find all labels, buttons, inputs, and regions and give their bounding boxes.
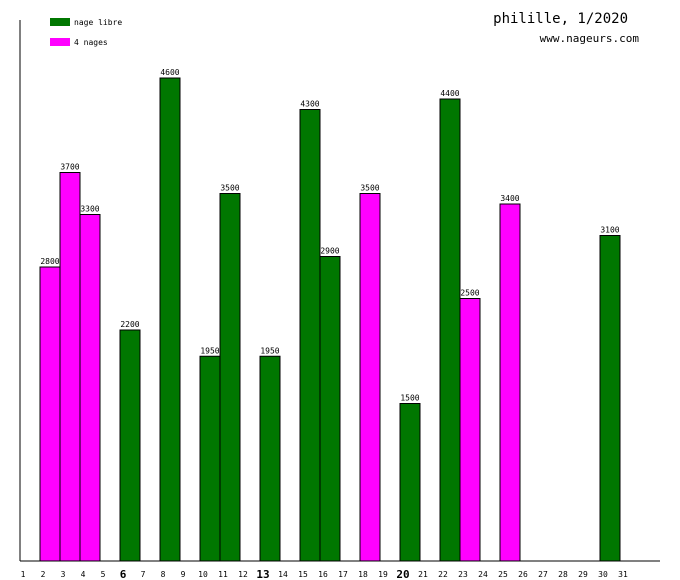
bar-value-label: 2500 (460, 289, 479, 298)
x-tick-label: 28 (558, 570, 568, 579)
bar-value-label: 4400 (440, 89, 459, 98)
bar (319, 256, 341, 562)
bars-layer: 2800 3700 3300 2200 4600 1950 3500 1950 4300 2900… (39, 68, 621, 562)
x-tick-label: 11 (218, 570, 228, 579)
x-tick-label: 21 (418, 570, 428, 579)
bar (159, 77, 181, 562)
bar-value-label: 3700 (60, 163, 79, 172)
bar (39, 266, 61, 562)
bar (59, 172, 81, 562)
x-tick-labels: 1 2 3 4 5 6 7 8 9 10 11 12 13 14 15 16 17 18 19 20 21 22 23 24 2… (21, 568, 628, 580)
bar (439, 98, 461, 562)
bar-value-label: 2200 (120, 320, 139, 329)
legend-swatch-nage-libre (50, 18, 70, 26)
chart-subtitle: www.nageurs.com (540, 32, 640, 45)
bar-value-label: 2800 (40, 257, 59, 266)
legend-label-4-nages: 4 nages (74, 38, 108, 47)
bar (79, 214, 101, 562)
bar (219, 193, 241, 562)
x-tick-label: 15 (298, 570, 308, 579)
bar-value-label: 3300 (80, 205, 99, 214)
x-tick-label: 27 (538, 570, 548, 579)
x-tick-label: 4 (81, 570, 86, 579)
bar-value-label: 3100 (600, 226, 619, 235)
bar-value-label: 1500 (400, 394, 419, 403)
x-tick-label: 14 (278, 570, 288, 579)
bar-value-label: 2900 (320, 247, 339, 256)
bar-value-label: 1950 (200, 346, 219, 355)
x-tick-label: 25 (498, 570, 508, 579)
bar (359, 193, 381, 562)
bar (459, 298, 481, 562)
x-tick-label: 29 (578, 570, 588, 579)
bar (199, 355, 221, 562)
chart-title: philille, 1/2020 (493, 11, 628, 27)
legend: nage libre 4 nages (50, 18, 122, 47)
x-tick-label: 8 (161, 570, 166, 579)
x-tick-label: 12 (238, 570, 248, 579)
x-tick-label: 23 (458, 570, 468, 579)
bar (499, 203, 521, 562)
legend-swatch-4-nages (50, 38, 70, 46)
x-tick-label: 1 (21, 570, 26, 579)
bar-value-label: 4300 (300, 100, 319, 109)
x-tick-label: 31 (618, 570, 628, 579)
bar (119, 329, 141, 562)
bar (399, 403, 421, 562)
bar-value-label: 3500 (360, 184, 379, 193)
x-tick-label: 16 (318, 570, 328, 579)
x-tick-label: 22 (438, 570, 448, 579)
x-tick-label: 17 (338, 570, 348, 579)
bar (259, 355, 281, 562)
x-tick-label: 6 (120, 568, 127, 580)
x-tick-label: 20 (396, 568, 409, 580)
x-tick-label: 18 (358, 570, 368, 579)
x-tick-label: 24 (478, 570, 488, 579)
x-tick-label: 7 (141, 570, 146, 579)
x-tick-label: 13 (256, 568, 269, 580)
bar-value-label: 1950 (260, 346, 279, 355)
x-tick-label: 30 (598, 570, 608, 579)
x-tick-label: 26 (518, 570, 528, 579)
x-tick-label: 9 (181, 570, 186, 579)
x-tick-label: 5 (101, 570, 106, 579)
x-tick-label: 2 (41, 570, 46, 579)
bar-value-label: 4600 (160, 68, 179, 77)
legend-label-nage-libre: nage libre (74, 18, 122, 27)
bar (599, 235, 621, 562)
x-tick-label: 10 (198, 570, 208, 579)
x-tick-label: 3 (61, 570, 66, 579)
bar (299, 109, 321, 562)
bar-value-label: 3400 (500, 194, 519, 203)
bar-value-label: 3500 (220, 184, 239, 193)
x-tick-label: 19 (378, 570, 388, 579)
